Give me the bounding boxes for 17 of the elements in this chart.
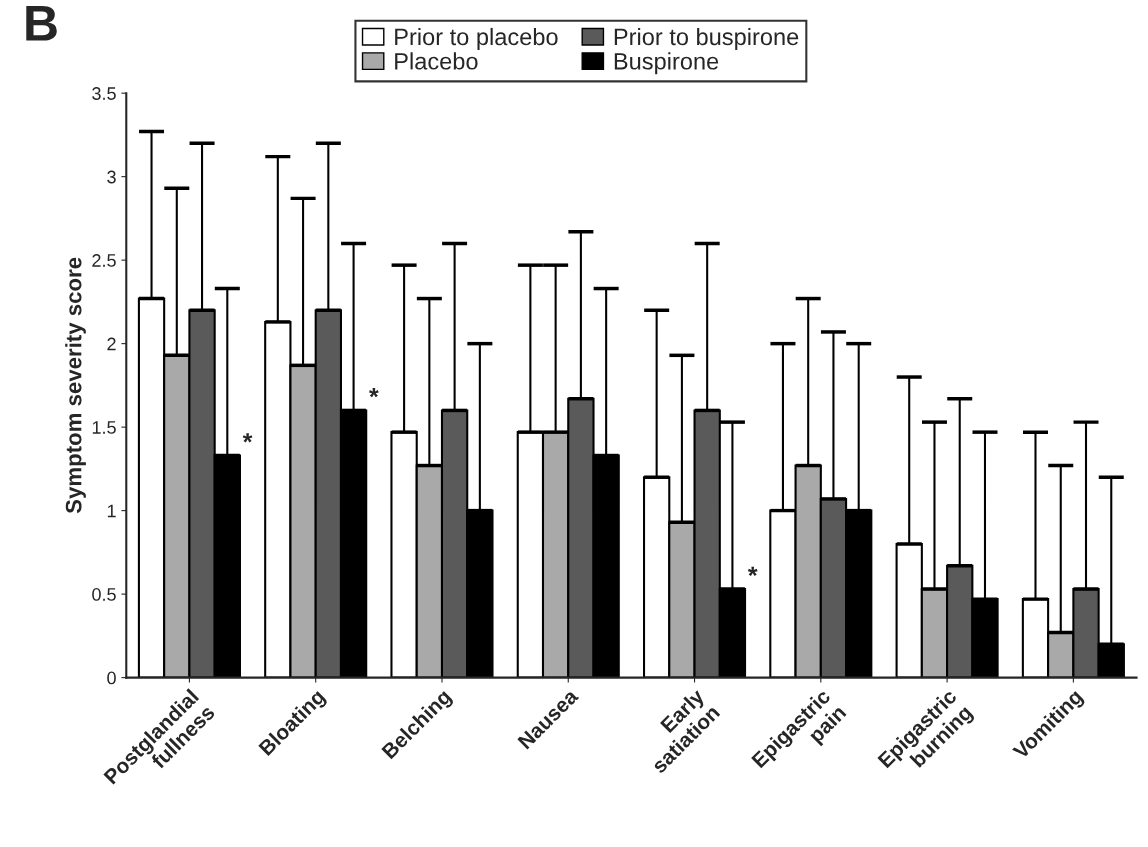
data-label: * — [369, 388, 379, 398]
y-tick-label: 0 — [107, 671, 116, 685]
y-tick-label: 3.5 — [92, 87, 116, 100]
legend-label: Prior to placebo — [395, 27, 558, 50]
data-label: * — [747, 566, 758, 577]
y-tick-label: 1 — [107, 504, 116, 518]
legend-label: Placebo — [395, 52, 478, 70]
legend-label: Prior to buspirone — [614, 27, 799, 50]
y-tick-label: 1.5 — [92, 421, 116, 434]
chart-title: B — [26, 6, 57, 41]
legend-label: Buspirone — [614, 52, 719, 75]
y-tick-label: 0.5 — [92, 588, 116, 601]
y-tick-label: 3 — [107, 170, 116, 184]
y-tick-label: 2.5 — [92, 254, 116, 267]
y-tick-label: 2 — [107, 337, 116, 351]
data-label: * — [242, 433, 253, 443]
y-axis-title: Symptom severity score — [65, 257, 86, 514]
